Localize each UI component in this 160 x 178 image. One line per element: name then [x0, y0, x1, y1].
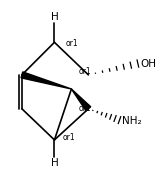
Polygon shape: [21, 72, 71, 89]
Polygon shape: [71, 89, 91, 111]
Text: H: H: [51, 158, 58, 168]
Text: or1: or1: [79, 67, 91, 76]
Text: NH₂: NH₂: [122, 116, 141, 126]
Text: H: H: [51, 12, 58, 22]
Text: or1: or1: [66, 39, 78, 48]
Text: OH: OH: [140, 59, 156, 69]
Text: or1: or1: [63, 133, 76, 142]
Text: or1: or1: [79, 104, 91, 113]
